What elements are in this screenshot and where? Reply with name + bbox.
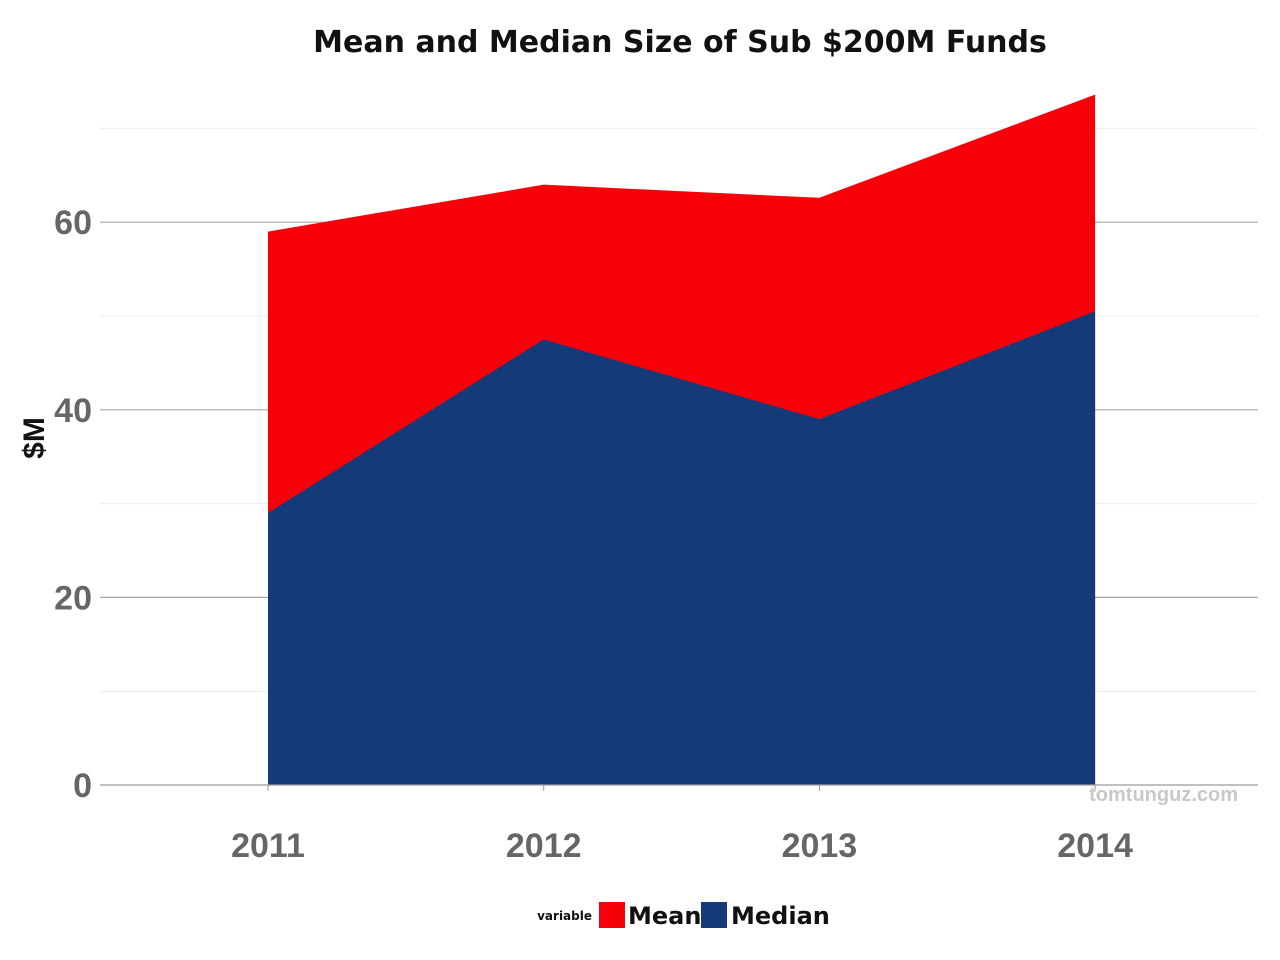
chart-title: Mean and Median Size of Sub $200M Funds (313, 25, 1047, 60)
y-tick-label: 60 (54, 204, 92, 242)
x-tick-label: 2014 (1057, 827, 1133, 865)
area-series (268, 94, 1096, 785)
legend-swatch-mean (599, 902, 625, 928)
y-tick-label: 0 (73, 767, 92, 805)
area-median (268, 311, 1096, 785)
watermark: tomtunguz.com (1089, 784, 1238, 806)
x-tick-label: 2013 (782, 827, 858, 865)
legend: variable Mean Median (537, 902, 830, 930)
y-axis-label: $M (18, 417, 51, 459)
x-tick-label: 2012 (506, 827, 582, 865)
legend-label-mean: Mean (628, 902, 701, 930)
y-tick-label: 20 (54, 579, 92, 617)
y-tick-labels: 0 20 40 60 (54, 204, 92, 805)
y-tick-label: 40 (54, 392, 92, 430)
legend-swatch-median (701, 902, 727, 928)
legend-title: variable (537, 909, 592, 923)
x-tick-labels: 2011 2012 2013 2014 (231, 785, 1133, 865)
legend-label-median: Median (731, 902, 830, 930)
x-tick-label: 2011 (231, 827, 305, 865)
